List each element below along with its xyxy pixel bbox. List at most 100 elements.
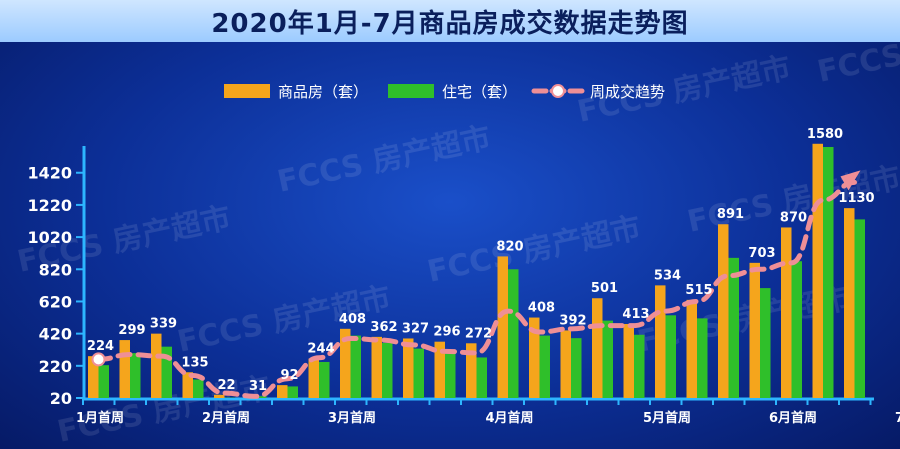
data-label: 224 [87,339,114,354]
data-label: 296 [433,325,460,340]
bar-commercial [497,256,508,398]
watermark-text: FCCS 房产超市 [424,210,644,289]
bar-commercial [718,224,729,398]
bar-commercial [88,356,99,398]
bar-commercial [844,208,855,398]
bar-commercial [403,338,414,398]
bar-residential [854,219,865,398]
data-label: 22 [217,378,235,393]
y-tick-label: 20 [50,389,72,408]
bar-residential [445,353,456,398]
bar-residential [319,361,330,398]
data-label: 1130 [838,191,874,206]
data-label: 31 [249,379,267,394]
data-label: 891 [717,207,744,222]
bar-residential [602,320,613,398]
data-label: 299 [118,323,145,338]
bar-residential [193,379,204,398]
bar-residential [634,334,645,398]
bar-commercial [623,323,634,398]
bars [88,143,865,398]
y-tick-label: 1020 [27,228,72,247]
data-label: 272 [465,326,492,341]
x-tick-label: 5月首周 [643,410,691,426]
trend-line [91,170,861,399]
bar-residential [539,335,550,398]
watermark-text: FCCS 房产超市 [274,120,494,199]
x-tick-label: 7月首周 [895,410,900,426]
data-label: 135 [181,355,208,370]
data-label: 820 [496,239,523,254]
data-label: 392 [559,313,586,328]
bar-commercial [592,298,603,398]
bar-commercial [466,343,477,398]
x-tick-label: 2月首周 [202,410,250,426]
data-labels: 224 299 339 135 22 31 92 244 408 362 327 296 272 820 4… [87,127,875,394]
y-tick-label: 620 [39,292,72,311]
bar-residential [413,348,424,398]
bar-residential [697,318,708,398]
bar-commercial [151,333,162,398]
data-label: 534 [654,268,681,283]
bar-residential [350,335,361,398]
data-label: 92 [280,368,298,383]
data-label: 339 [150,317,177,332]
bar-residential [823,147,834,398]
axes: 20 220 420 620 820 1020 1220 1420 1月首周 2月首周 3月首周 4月… [27,146,900,426]
x-tick-label: 6月首周 [769,410,817,426]
legend-label-trend: 周成交趋势 [590,83,665,101]
y-tick-label: 820 [39,260,72,279]
bar-residential [791,261,802,398]
bar-commercial [182,372,193,398]
y-tick-label: 1420 [27,164,72,183]
data-label: 408 [528,301,555,316]
x-tick-label: 3月首周 [328,410,376,426]
bar-commercial [529,317,540,398]
trend-arrow-head [840,170,861,191]
bar-residential [161,346,172,398]
data-label: 515 [685,283,712,298]
bar-residential [508,269,519,398]
bar-commercial [812,143,823,398]
bar-commercial [277,385,288,398]
data-label: 327 [402,321,429,336]
bar-commercial [214,394,225,398]
data-label: 362 [370,320,397,335]
bar-commercial [308,358,319,398]
bar-residential [382,342,393,398]
bar-commercial [686,299,697,398]
bar-residential [665,315,676,398]
bar-residential [287,386,298,398]
legend-trend-marker [551,84,565,98]
bar-residential [476,357,487,398]
trend-line-path [96,179,857,399]
bar-commercial [119,340,130,398]
bar-commercial [340,328,351,398]
bar-commercial [560,330,571,398]
bar-commercial [749,262,760,398]
bar-commercial [371,336,382,398]
data-label: 703 [748,246,775,261]
bar-residential [130,353,141,398]
bar-commercial [434,341,445,398]
data-label: 408 [339,312,366,327]
legend: 商品房（套） 住宅（套） 周成交趋势 [224,83,665,101]
bar-commercial [655,285,666,398]
legend-swatch-residential [388,84,434,98]
bar-residential [728,257,739,398]
title-bar: 2020年1月-7月商品房成交数据走势图 [0,0,900,42]
x-tick-label: 1月首周 [76,410,124,426]
y-tick-label: 420 [39,325,72,344]
legend-label-commercial: 商品房（套） [278,83,368,101]
y-tick-label: 1220 [27,196,72,215]
watermark-text: FCCS 房产超市 [814,42,900,90]
trend-start-marker [91,352,106,367]
legend-label-residential: 住宅（套） [442,83,517,101]
y-tick-label: 220 [39,357,72,376]
data-label: 870 [780,210,807,225]
data-label: 1580 [807,127,843,142]
bar-residential [760,288,771,398]
bar-residential [256,396,267,398]
